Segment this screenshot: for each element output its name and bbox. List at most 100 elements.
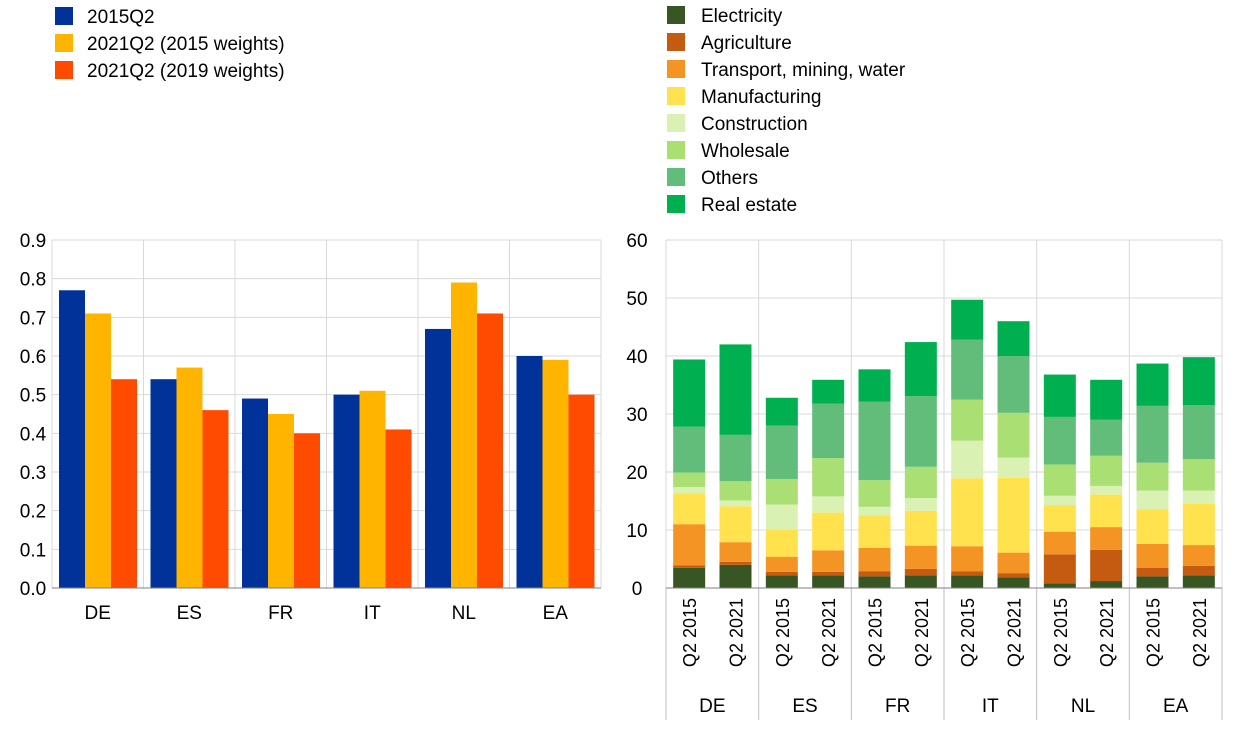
y-tick-label: 0.1 [20,540,46,561]
stack-segment-DE-1-5 [719,481,752,501]
period-label: Q2 2015 [773,598,793,667]
legend-swatch-6 [667,168,685,186]
stack-segment-NL-1-6 [1090,419,1123,456]
stack-segment-FR-0-7 [858,369,891,402]
stack-segment-FR-0-4 [858,506,891,516]
period-label: Q2 2021 [912,598,932,667]
stack-segment-DE-0-6 [673,426,706,473]
period-label: Q2 2021 [1097,598,1117,667]
stack-segment-EA-1-5 [1182,459,1215,491]
stack-segment-IT-0-1 [951,571,984,576]
legend-label-6: Others [701,168,758,189]
x-tick-label: NL [452,603,476,624]
left-chart-legend: 2015Q2 2021Q2 (2015 weights) 2021Q2 (2019 … [55,7,285,82]
legend-swatch-2 [667,60,685,78]
bar-IT-2 [385,429,412,588]
stack-segment-EA-0-2 [1136,543,1169,568]
stack-segment-NL-0-7 [1043,374,1076,417]
stack-segment-EA-0-1 [1136,567,1169,577]
stack-segment-ES-0-6 [765,425,798,479]
bar-DE-2 [111,379,137,588]
stack-segment-DE-0-1 [673,565,706,568]
stack-segment-EA-0-6 [1136,405,1169,463]
legend-label-1: 2021Q2 (2015 weights) [87,34,285,55]
legend-label-5: Wholesale [701,141,790,162]
bar-EA-1 [542,359,569,588]
legend-swatch-5 [667,141,685,159]
stack-segment-NL-0-2 [1043,531,1076,555]
stack-segment-IT-0-3 [951,478,984,547]
x-tick-label: DE [85,603,111,624]
stack-segment-IT-0-2 [951,546,984,572]
x-tick-label: ES [177,603,202,624]
stack-segment-EA-0-4 [1136,490,1169,510]
legend-swatch-1 [55,34,73,52]
legend-swatch-3 [667,87,685,105]
stack-segment-NL-1-0 [1090,581,1123,588]
stack-segment-EA-1-0 [1182,575,1215,588]
bar-DE-0 [59,290,85,588]
stack-segment-ES-1-1 [812,571,845,576]
group-label: DE [699,696,725,717]
y-tick-label: 0.4 [20,424,47,445]
period-label: Q2 2015 [1051,598,1071,667]
stack-segment-ES-1-4 [812,496,845,513]
stack-segment-IT-1-1 [997,573,1030,578]
y-tick-label: 0.0 [20,579,46,600]
stack-segment-DE-1-2 [719,542,752,562]
stack-segment-ES-0-7 [765,397,798,426]
right-chart-legend: Electricity Agriculture Transport, mining,… [667,6,906,216]
y-tick-label: 0.7 [20,308,46,329]
bar-EA-2 [568,394,595,588]
legend-label-2: 2021Q2 (2019 weights) [87,61,285,82]
stack-segment-EA-0-0 [1136,576,1169,588]
x-tick-label: EA [543,603,569,624]
stack-segment-IT-0-7 [951,299,984,340]
left-bar-chart: 0.0 0.1 0.2 0.3 0.4 0.5 0.6 0.7 0.8 0.9 DE ES FR IT NL… [20,231,602,624]
stack-segment-NL-0-1 [1043,554,1076,584]
legend-swatch-4 [667,114,685,132]
stack-segment-IT-0-6 [951,339,984,400]
period-label: Q2 2015 [866,598,886,667]
stack-segment-ES-0-4 [765,504,798,530]
stack-segment-FR-1-6 [904,396,937,467]
stack-segment-FR-1-4 [904,498,937,511]
stack-segment-NL-1-5 [1090,455,1123,486]
y-tick-label: 30 [626,405,647,426]
legend-swatch-7 [667,195,685,213]
stack-segment-IT-0-5 [951,399,984,441]
bar-NL-1 [451,282,477,588]
y-tick-label: 0 [632,579,643,600]
group-label: EA [1163,696,1189,717]
stack-segment-IT-1-3 [997,477,1030,553]
period-label: Q2 2021 [1005,598,1025,667]
period-label: Q2 2015 [1144,598,1164,667]
bar-DE-1 [85,313,111,588]
stack-segment-DE-1-7 [719,344,752,435]
y-tick-label: 0.5 [20,386,46,407]
legend-label-4: Construction [701,114,808,135]
bar-ES-0 [150,379,177,588]
stack-segment-EA-1-3 [1182,503,1215,546]
legend-swatch-0 [667,6,685,24]
legend-label-3: Manufacturing [701,87,821,108]
stack-segment-ES-1-3 [812,512,845,551]
right-stacked-bar-chart: 0 10 20 30 40 50 60 Q2 2015 Q2 2021 DE Q2 2015 Q2 2… [626,231,1223,720]
bar-ES-2 [202,410,229,588]
y-tick-label: 0.8 [20,270,46,291]
stack-segment-NL-0-6 [1043,416,1076,465]
stack-segment-FR-1-5 [904,466,937,499]
stack-segment-IT-1-2 [997,552,1030,574]
x-tick-label: FR [268,603,293,624]
stack-segment-ES-0-1 [765,571,798,576]
legend-swatch-2 [55,61,73,79]
stack-segment-FR-1-3 [904,510,937,546]
stack-segment-ES-1-0 [812,575,845,588]
stack-segment-FR-0-1 [858,571,891,577]
stack-segment-FR-1-0 [904,575,937,588]
bar-FR-2 [294,433,320,588]
stack-segment-DE-0-5 [673,472,706,488]
stack-segment-IT-1-6 [997,356,1030,413]
stack-segment-FR-0-6 [858,401,891,481]
